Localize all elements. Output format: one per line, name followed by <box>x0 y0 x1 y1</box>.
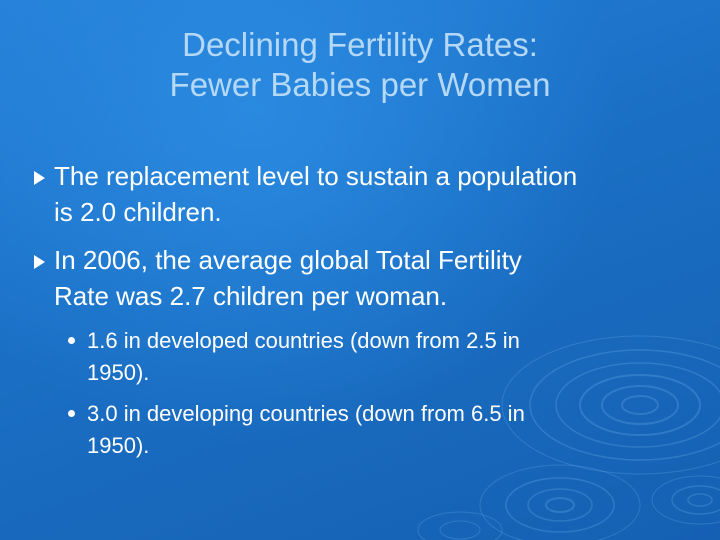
bullet-replacement-level: The replacement level to sustain a popul… <box>34 158 714 230</box>
slide-title: Declining Fertility Rates: Fewer Babies … <box>60 25 660 105</box>
sub-bullet-2-line-2: 1950). <box>87 433 150 458</box>
arrowhead-bullet-icon <box>34 171 45 185</box>
bullet-global-tfr: In 2006, the average global Total Fertil… <box>34 242 714 314</box>
bullet-1-line-1: The replacement level to sustain a popul… <box>54 161 578 191</box>
title-line-1: Declining Fertility Rates: <box>182 26 538 63</box>
bullet-1-line-2: is 2.0 children. <box>54 197 222 227</box>
bullet-2-line-2: Rate was 2.7 children per woman. <box>54 281 448 311</box>
sub-bullet-1-line-1: 1.6 in developed countries (down from 2.… <box>87 328 520 353</box>
sub-bullet-1-line-2: 1950). <box>87 360 150 385</box>
sub-bullet-developed: 1.6 in developed countries (down from 2.… <box>68 325 708 389</box>
sub-bullet-2-line-1: 3.0 in developing countries (down from 6… <box>87 401 525 426</box>
arrowhead-bullet-icon <box>34 255 45 269</box>
title-line-2: Fewer Babies per Women <box>169 66 551 103</box>
round-dot-icon <box>68 337 75 344</box>
bullet-2-line-1: In 2006, the average global Total Fertil… <box>54 245 522 275</box>
round-dot-icon <box>68 410 75 417</box>
sub-bullet-developing: 3.0 in developing countries (down from 6… <box>68 398 708 462</box>
